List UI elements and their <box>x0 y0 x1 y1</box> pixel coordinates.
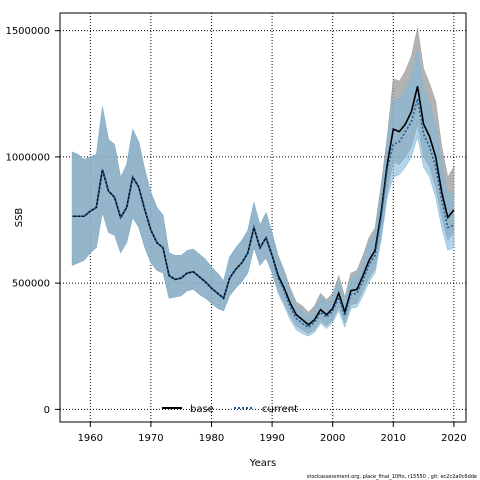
x-tick-label: 1980 <box>199 433 224 444</box>
y-axis-title: SSB <box>14 208 25 228</box>
x-tick-label: 1990 <box>259 433 284 444</box>
y-axis-ticks: 0 500000 1000000 1500000 <box>5 26 60 416</box>
legend: base current <box>162 404 298 415</box>
band-current <box>71 48 455 337</box>
legend-label-current: current <box>262 404 298 415</box>
y-tick-label: 1000000 <box>5 152 50 163</box>
series-line-current <box>72 98 455 329</box>
y-tick-label: 500000 <box>12 279 50 290</box>
x-tick-label: 2000 <box>320 433 345 444</box>
x-tick-label: 1970 <box>138 433 163 444</box>
y-tick-label: 1500000 <box>5 26 50 37</box>
confidence-bands <box>71 28 455 337</box>
x-tick-label: 2020 <box>441 433 466 444</box>
plot-frame <box>59 12 467 423</box>
series-lines <box>72 86 455 329</box>
x-tick-label: 2010 <box>381 433 406 444</box>
legend-label-base: base <box>190 404 214 415</box>
y-tick-label: 0 <box>44 405 50 416</box>
x-axis-title: Years <box>249 458 276 469</box>
footer-note: stockassessment.org, place_final_10ftx, … <box>307 474 477 480</box>
x-axis-ticks: 1960 1970 1980 1990 2000 2010 2020 <box>78 422 467 444</box>
x-tick-label: 1960 <box>78 433 103 444</box>
